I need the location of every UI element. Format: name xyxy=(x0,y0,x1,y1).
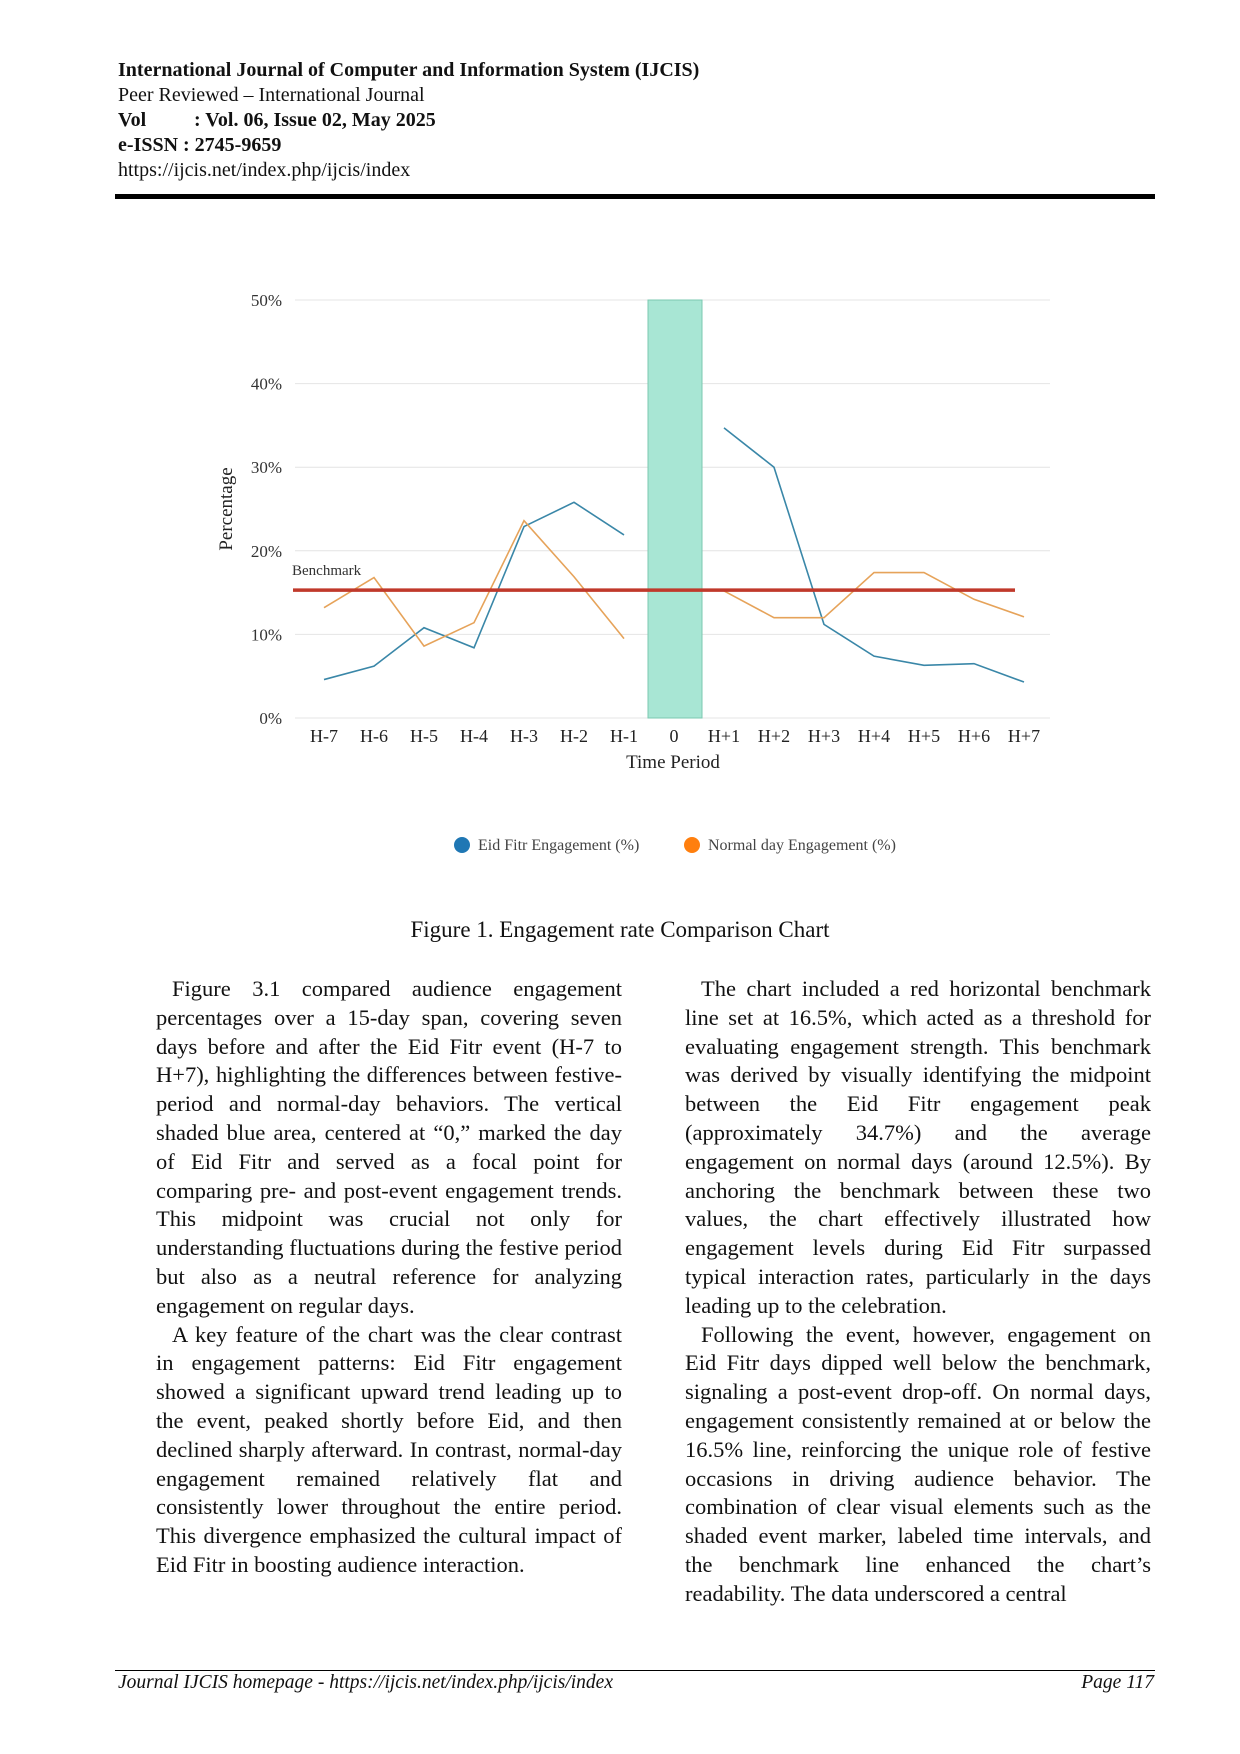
x-tick-label: H-6 xyxy=(360,726,388,746)
x-tick-label: H+2 xyxy=(758,726,790,746)
figure-caption: Figure 1. Engagement rate Comparison Cha… xyxy=(410,917,830,942)
y-tick-label: 0% xyxy=(259,709,282,728)
right-paragraph-1: The chart included a red horizontal benc… xyxy=(685,976,1151,1318)
x-tick-label: H-3 xyxy=(510,726,538,746)
x-tick-label: H+5 xyxy=(908,726,940,746)
series-line xyxy=(723,427,1025,683)
journal-url: https://ijcis.net/index.php/ijcis/index xyxy=(118,159,411,181)
x-tick-label: H-2 xyxy=(560,726,588,746)
left-column: Figure 3.1 compared audience engagement … xyxy=(156,975,622,1580)
review-line: Peer Reviewed – International Journal xyxy=(118,84,425,106)
x-tick-label: H-4 xyxy=(460,726,488,746)
benchmark-label: Benchmark xyxy=(292,563,362,579)
engagement-chart: 0% 10% 20% 30% 40% 50% Benchmark H-7 H-6 H-5 H-4 H-… xyxy=(216,291,1050,854)
y-axis-title: Percentage xyxy=(216,467,237,550)
x-tick-label: H-7 xyxy=(310,726,338,746)
footer-homepage: Journal IJCIS homepage - https://ijcis.n… xyxy=(118,1672,613,1693)
series-line xyxy=(323,501,625,681)
series-line xyxy=(323,519,625,648)
x-tick-label: 0 xyxy=(670,726,679,746)
journal-title: International Journal of Computer and In… xyxy=(118,59,700,81)
x-axis-title: Time Period xyxy=(626,752,720,773)
x-tick-label: H-1 xyxy=(610,726,638,746)
legend-label: Eid Fitr Engagement (%) xyxy=(478,837,639,854)
volume-value: : Vol. 06, Issue 02, May 2025 xyxy=(194,109,436,131)
x-tick-label: H+1 xyxy=(708,726,740,746)
legend-marker xyxy=(454,837,470,853)
event-shade-overlay xyxy=(647,299,703,719)
left-paragraph-2: A key feature of the chart was the clear… xyxy=(156,1321,622,1577)
footer-rule xyxy=(115,1670,1155,1671)
y-tick-label: 20% xyxy=(251,542,282,561)
y-tick-label: 40% xyxy=(251,375,282,394)
x-tick-label: H+3 xyxy=(808,726,840,746)
page-number: Page 117 xyxy=(1081,1672,1154,1693)
legend-marker xyxy=(684,837,700,853)
left-paragraph-1: Figure 3.1 compared audience engagement … xyxy=(156,976,622,1318)
journal-header: International Journal of Computer and In… xyxy=(118,58,699,183)
x-tick-label: H+4 xyxy=(858,726,890,746)
volume-line: Vol : Vol. 06, Issue 02, May 2025 xyxy=(118,108,699,133)
issn-line: e-ISSN : 2745-9659 xyxy=(118,134,282,156)
x-tick-label: H+6 xyxy=(958,726,990,746)
right-paragraph-2: Following the event, however, engagement… xyxy=(685,1321,1151,1606)
series-line xyxy=(723,571,1025,619)
header-rule xyxy=(115,194,1155,199)
volume-label: Vol xyxy=(118,109,147,131)
y-tick-label: 50% xyxy=(251,291,282,310)
right-column: The chart included a red horizontal benc… xyxy=(685,975,1151,1609)
y-tick-label: 10% xyxy=(251,625,282,644)
legend-label: Normal day Engagement (%) xyxy=(708,837,896,854)
x-tick-label: H-5 xyxy=(410,726,438,746)
y-tick-label: 30% xyxy=(251,458,282,477)
x-tick-label: H+7 xyxy=(1008,726,1040,746)
